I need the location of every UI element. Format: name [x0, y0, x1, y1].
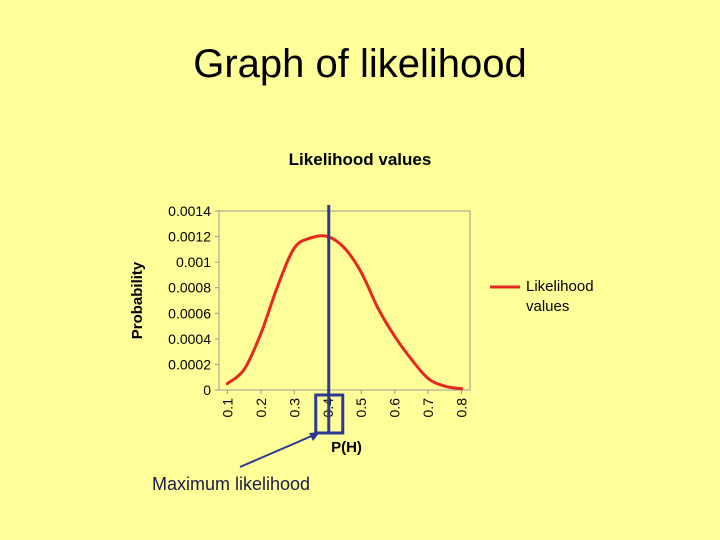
y-tick-label: 0.0004 [168, 331, 211, 347]
data-point [443, 384, 447, 388]
maximum-tick-highlight-box [314, 393, 345, 435]
x-tick-label: 0.8 [454, 398, 470, 418]
data-point [409, 357, 413, 361]
annotation-arrowhead [309, 432, 320, 441]
x-axis-label: P(H) [331, 439, 362, 456]
y-tick-label: 0.0006 [168, 305, 211, 321]
data-point [259, 332, 263, 336]
data-point [376, 306, 380, 310]
x-tick-label: 0.5 [353, 398, 369, 418]
data-point [309, 236, 313, 240]
maximum-likelihood-label: Maximum likelihood [152, 474, 311, 494]
y-tick-label: 0.0012 [168, 229, 211, 245]
x-tick-label: 0.1 [219, 398, 235, 418]
data-point [393, 334, 397, 338]
y-tick-label: 0.001 [176, 254, 211, 270]
y-axis-label: Probability [129, 261, 146, 339]
y-tick-label: 0.0002 [168, 356, 211, 372]
data-point [225, 382, 229, 386]
annotation-pointer-line [239, 434, 315, 468]
x-tick-label: 0.2 [253, 398, 269, 418]
y-tick-label: 0.0008 [168, 280, 211, 296]
series-line-likelihood [226, 234, 462, 391]
data-point [276, 284, 280, 288]
data-point [242, 368, 246, 372]
data-point [426, 376, 430, 380]
data-point [460, 387, 464, 391]
x-tick-label: 0.6 [387, 398, 403, 418]
data-point [359, 270, 363, 274]
x-tick-label: 0.7 [420, 398, 436, 418]
slide-title: Graph of likelihood [193, 42, 527, 86]
x-tick-label: 0.3 [286, 398, 302, 418]
y-tick-label: 0 [203, 382, 211, 398]
legend-label: Likelihood values [526, 278, 594, 315]
data-point [292, 246, 296, 250]
chart-title: Likelihood values [289, 150, 432, 169]
plot-area [218, 210, 471, 391]
y-tick-label: 0.0014 [168, 203, 211, 219]
data-point [343, 246, 346, 250]
